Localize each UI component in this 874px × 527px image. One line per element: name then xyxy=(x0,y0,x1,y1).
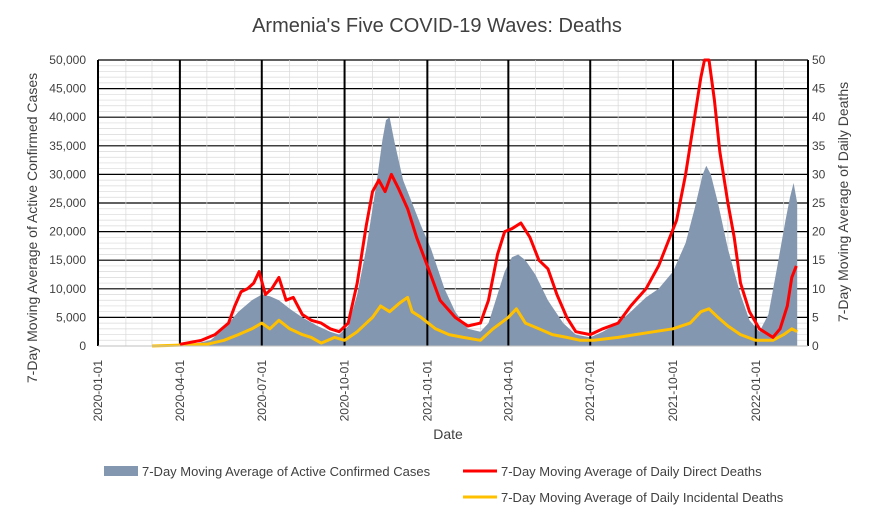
y-right-tick-label: 50 xyxy=(812,53,826,67)
quarter-lines xyxy=(97,60,809,346)
x-tick-label: 2020-04-01 xyxy=(173,360,187,422)
legend-item-incidental-deaths: 7-Day Moving Average of Daily Incidental… xyxy=(463,490,784,505)
legend-item-cases: 7-Day Moving Average of Active Confirmed… xyxy=(104,464,431,479)
y-right-tick-labels: 0 5 10 15 20 25 30 35 40 45 50 xyxy=(812,53,826,353)
y-right-axis-title: 7-Day Moving Average of Daily Deaths xyxy=(835,82,851,322)
legend: 7-Day Moving Average of Active Confirmed… xyxy=(104,464,784,505)
y-right-tick-label: 20 xyxy=(812,225,826,239)
y-right-tick-label: 25 xyxy=(812,196,826,210)
y-left-tick-label: 10,000 xyxy=(49,282,86,296)
legend-label-cases: 7-Day Moving Average of Active Confirmed… xyxy=(142,464,431,479)
y-left-tick-label: 0 xyxy=(79,339,86,353)
y-left-tick-label: 25,000 xyxy=(49,196,86,210)
y-right-tick-label: 35 xyxy=(812,139,826,153)
x-axis-title: Date xyxy=(433,426,463,442)
y-left-tick-label: 15,000 xyxy=(49,253,86,267)
cases-area xyxy=(151,117,798,346)
incidental-deaths-line xyxy=(151,295,798,348)
x-tick-label: 2021-07-01 xyxy=(583,360,597,422)
cases-area-layer xyxy=(151,117,798,346)
y-right-tick-label: 30 xyxy=(812,167,826,181)
y-right-tick-label: 0 xyxy=(812,339,819,353)
death-lines-layer xyxy=(151,58,798,348)
y-left-tick-label: 30,000 xyxy=(49,167,86,181)
x-tick-label: 2021-01-01 xyxy=(420,360,434,422)
y-left-tick-label: 5,000 xyxy=(56,310,86,324)
y-left-tick-label: 20,000 xyxy=(49,225,86,239)
y-right-tick-label: 15 xyxy=(812,253,826,267)
x-tick-label: 2020-01-01 xyxy=(91,360,105,422)
x-tick-label: 2021-10-01 xyxy=(666,360,680,422)
chart-title: Armenia's Five COVID-19 Waves: Deaths xyxy=(252,15,622,37)
legend-item-direct-deaths: 7-Day Moving Average of Daily Direct Dea… xyxy=(463,464,762,479)
y-right-tick-label: 5 xyxy=(812,310,819,324)
x-tick-labels: 2020-01-01 2020-04-01 2020-07-01 2020-10-01… xyxy=(91,360,763,422)
y-right-tick-label: 40 xyxy=(812,110,826,124)
x-tick-label: 2020-07-01 xyxy=(255,360,269,422)
legend-label-incidental: 7-Day Moving Average of Daily Incidental… xyxy=(501,490,784,505)
y-left-tick-label: 40,000 xyxy=(49,110,86,124)
y-left-tick-labels: 0 5,000 10,000 15,000 20,000 25,000 30,000 35,0… xyxy=(49,53,86,353)
y-left-tick-label: 35,000 xyxy=(49,139,86,153)
y-left-tick-label: 45,000 xyxy=(49,82,86,96)
legend-label-direct: 7-Day Moving Average of Daily Direct Dea… xyxy=(501,464,762,479)
y-left-axis-title: 7-Day Moving Average of Active Confirmed… xyxy=(24,73,40,383)
y-left-tick-label: 50,000 xyxy=(49,53,86,67)
x-tick-label: 2020-10-01 xyxy=(338,360,352,422)
x-tick-label: 2021-04-01 xyxy=(501,360,515,422)
y-right-tick-label: 45 xyxy=(812,82,826,96)
y-right-tick-label: 10 xyxy=(812,282,826,296)
direct-deaths-line xyxy=(179,58,798,346)
legend-swatch-cases xyxy=(104,466,138,476)
x-tick-label: 2022-01-01 xyxy=(749,360,763,422)
